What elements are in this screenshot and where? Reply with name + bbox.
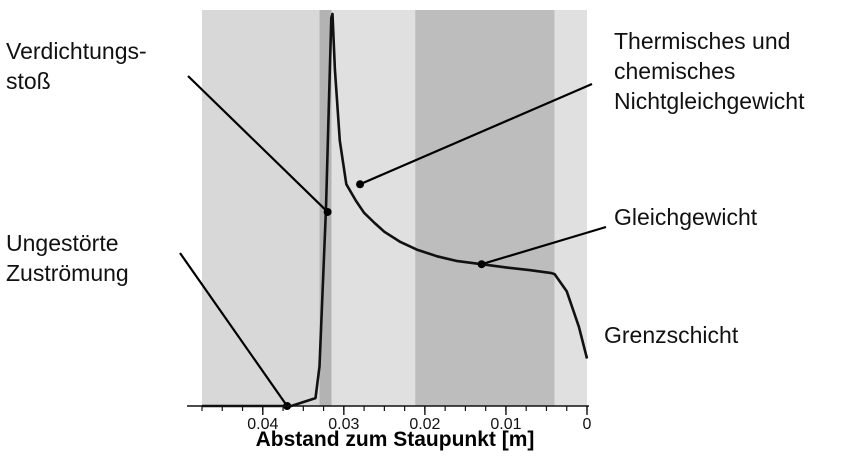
- x-tick-label: 0.01: [490, 416, 521, 433]
- region-band-2: [331, 10, 416, 406]
- annotation-equilibrium: Gleichgewicht: [614, 204, 758, 230]
- x-tick-label: 0.04: [247, 416, 278, 433]
- series-line-0: [202, 12, 589, 408]
- region-band-4: [554, 10, 587, 406]
- x-tick-label: 0.02: [409, 416, 440, 433]
- annotation-marker-0: [323, 207, 332, 216]
- annotation-nonequilibrium: Thermisches und chemisches Nichtgleichge…: [614, 28, 805, 114]
- series-group: [202, 12, 589, 408]
- region-band-0: [202, 10, 320, 406]
- annotation-leader-3: [481, 225, 607, 266]
- x-tick-label: 0: [583, 416, 592, 433]
- x-axis-label: Abstand zum Staupunkt [m]: [255, 428, 535, 451]
- annotation-freestream: Ungestörte Zuströmung: [6, 230, 129, 286]
- region-band-3: [415, 10, 555, 406]
- background-regions: [202, 10, 587, 406]
- annotation-markers: [283, 180, 486, 410]
- annotation-marker-3: [477, 260, 486, 269]
- annotation-shock: Verdichtungs- stoß: [6, 38, 147, 94]
- annotation-leaders: [179, 75, 607, 407]
- annotation-boundary-layer: Grenzschicht: [604, 322, 739, 348]
- annotation-leader-0: [187, 75, 329, 213]
- annotation-marker-2: [356, 180, 365, 189]
- annotation-leader-1: [179, 252, 289, 407]
- x-axis: 0.04 0.03 0.02 0.01 0: [187, 405, 592, 433]
- annotation-leader-2: [359, 82, 593, 186]
- x-tick-label: 0.03: [328, 416, 359, 433]
